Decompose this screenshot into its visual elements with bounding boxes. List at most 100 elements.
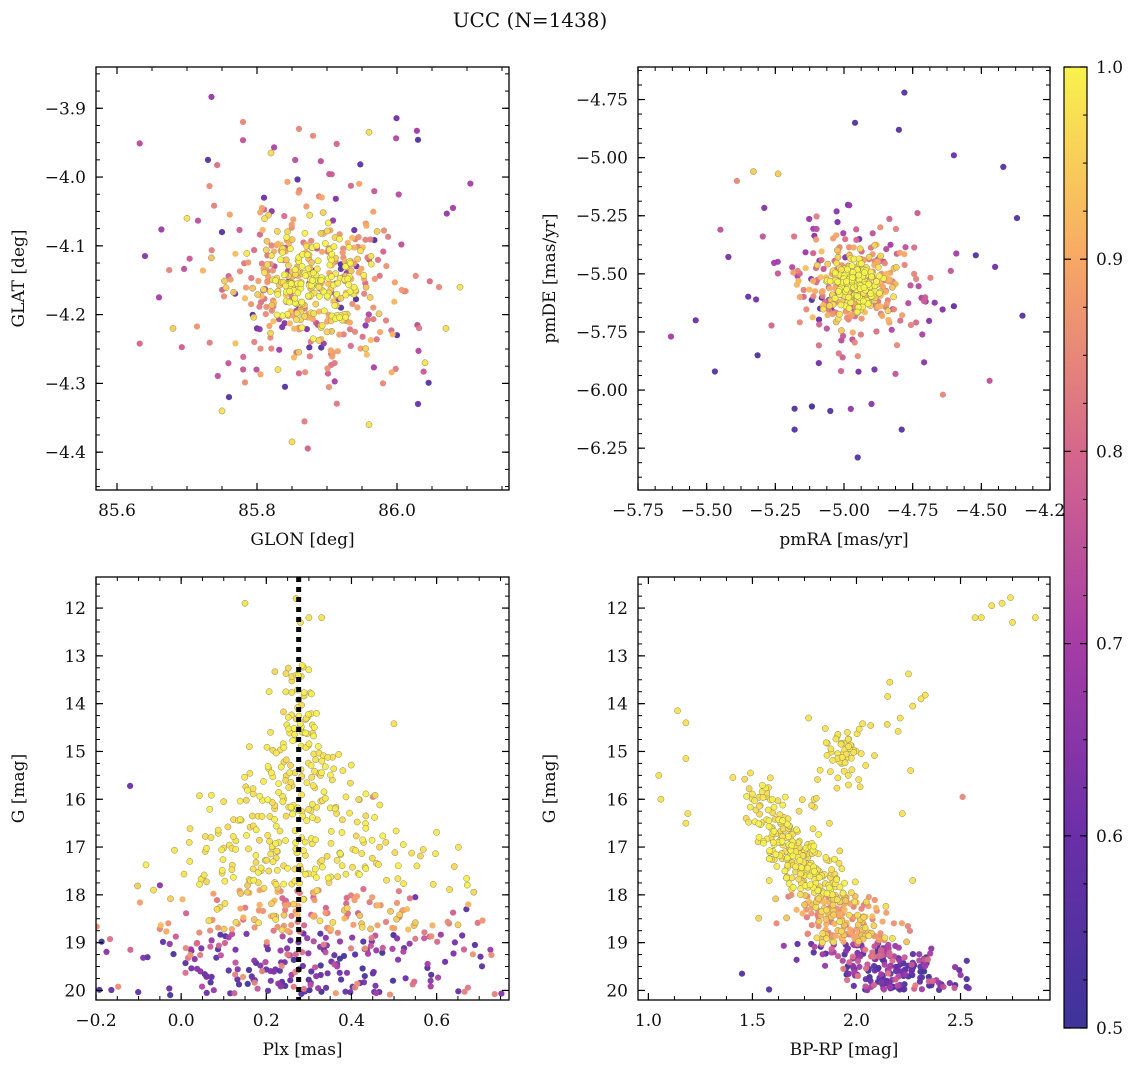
scatter-point [183,910,190,917]
x-tick-label: 86.0 [378,501,416,521]
scatter-point [845,970,852,977]
y-axis-label: pmDE [mas/yr] [540,213,560,343]
scatter-point [400,880,407,888]
y-tick-label: −4.3 [45,374,86,394]
scatter-point [317,277,325,284]
scatter-point [882,288,889,295]
scatter-point [315,337,323,344]
scatter-point [282,902,289,909]
scatter-point [196,792,203,800]
scatter-point [259,226,266,234]
scatter-point [391,298,398,305]
scatter-point [465,901,472,908]
scatter-point [963,957,970,964]
scatter-point [832,932,839,940]
scatter-point [779,817,786,825]
scatter-point [285,784,293,791]
scatter-point [196,929,203,936]
scatter-point [810,868,818,875]
scatter-point [271,144,278,151]
scatter-point [892,976,899,983]
scatter-point [851,339,858,346]
scatter-point [295,370,302,377]
scatter-point [210,890,217,897]
scatter-point [312,836,319,844]
scatter-point [325,384,332,391]
scatter-point [399,841,407,848]
scatter-point [267,850,275,858]
scatter-point [812,903,820,911]
x-tick-label: 0.2 [253,1011,280,1031]
scatter-point [446,886,453,893]
scatter-point [912,982,919,989]
scatter-point [172,933,179,940]
scatter-point [221,900,229,907]
scatter-point [363,351,370,358]
scatter-point [886,678,894,686]
scatter-point [450,863,458,870]
scatter-points [667,89,1026,461]
scatter-point [414,136,422,143]
scatter-point [302,729,309,737]
scatter-point [178,344,185,351]
scatter-point [370,304,377,311]
scatter-point [844,976,851,984]
scatter-point [362,322,369,329]
scatter-point [463,906,470,913]
scatter-point [808,922,815,929]
scatter-point [426,278,433,285]
scatter-point [249,865,257,873]
scatter-point [412,894,419,901]
scatter-point [846,202,853,209]
scatter-point [862,983,869,990]
scatter-point [263,261,271,268]
scatter-point [334,279,342,287]
scatter-point [711,368,719,375]
scatter-point [463,881,471,889]
scatter-point [225,394,233,401]
scatter-point [901,986,908,993]
scatter-point [282,282,289,290]
x-tick-label: 2.0 [843,1011,870,1031]
scatter-point [869,230,876,237]
scatter-point [360,979,368,986]
scatter-point [158,226,165,233]
scatter-point [267,252,275,260]
scatter-point [232,340,239,347]
scatter-point [236,268,244,275]
scatter-point [391,279,398,286]
scatter-point [290,354,298,361]
scatter-point [655,772,663,779]
scatter-point [287,803,295,811]
scatter-point [366,899,373,906]
scatter-point [383,876,390,884]
scatter-point [365,311,372,318]
scatter-point [302,369,309,376]
scatter-point [251,338,258,346]
scatter-point [907,767,914,774]
scatter-point [874,303,882,310]
scatter-point [817,274,824,281]
scatter-point [843,265,851,273]
scatter-point [833,784,841,792]
scatter-point [429,880,437,888]
scatter-point [992,263,999,270]
scatter-point [435,284,443,291]
scatter-point [830,938,837,946]
scatter-point [814,887,822,894]
scatter-point [971,614,979,621]
scatter-point [816,766,824,774]
scatter-point [844,728,851,736]
scatter-point [395,888,402,895]
scatter-point [272,880,280,888]
scatter-point [839,889,847,897]
scatter-point [850,244,857,251]
scatter-point [193,323,201,330]
scatter-point [244,980,251,988]
scatter-point [451,939,458,946]
plot-frame [95,576,510,1001]
scatter-point [376,801,384,809]
scatter-point [282,256,290,264]
scatter-point [331,360,338,367]
